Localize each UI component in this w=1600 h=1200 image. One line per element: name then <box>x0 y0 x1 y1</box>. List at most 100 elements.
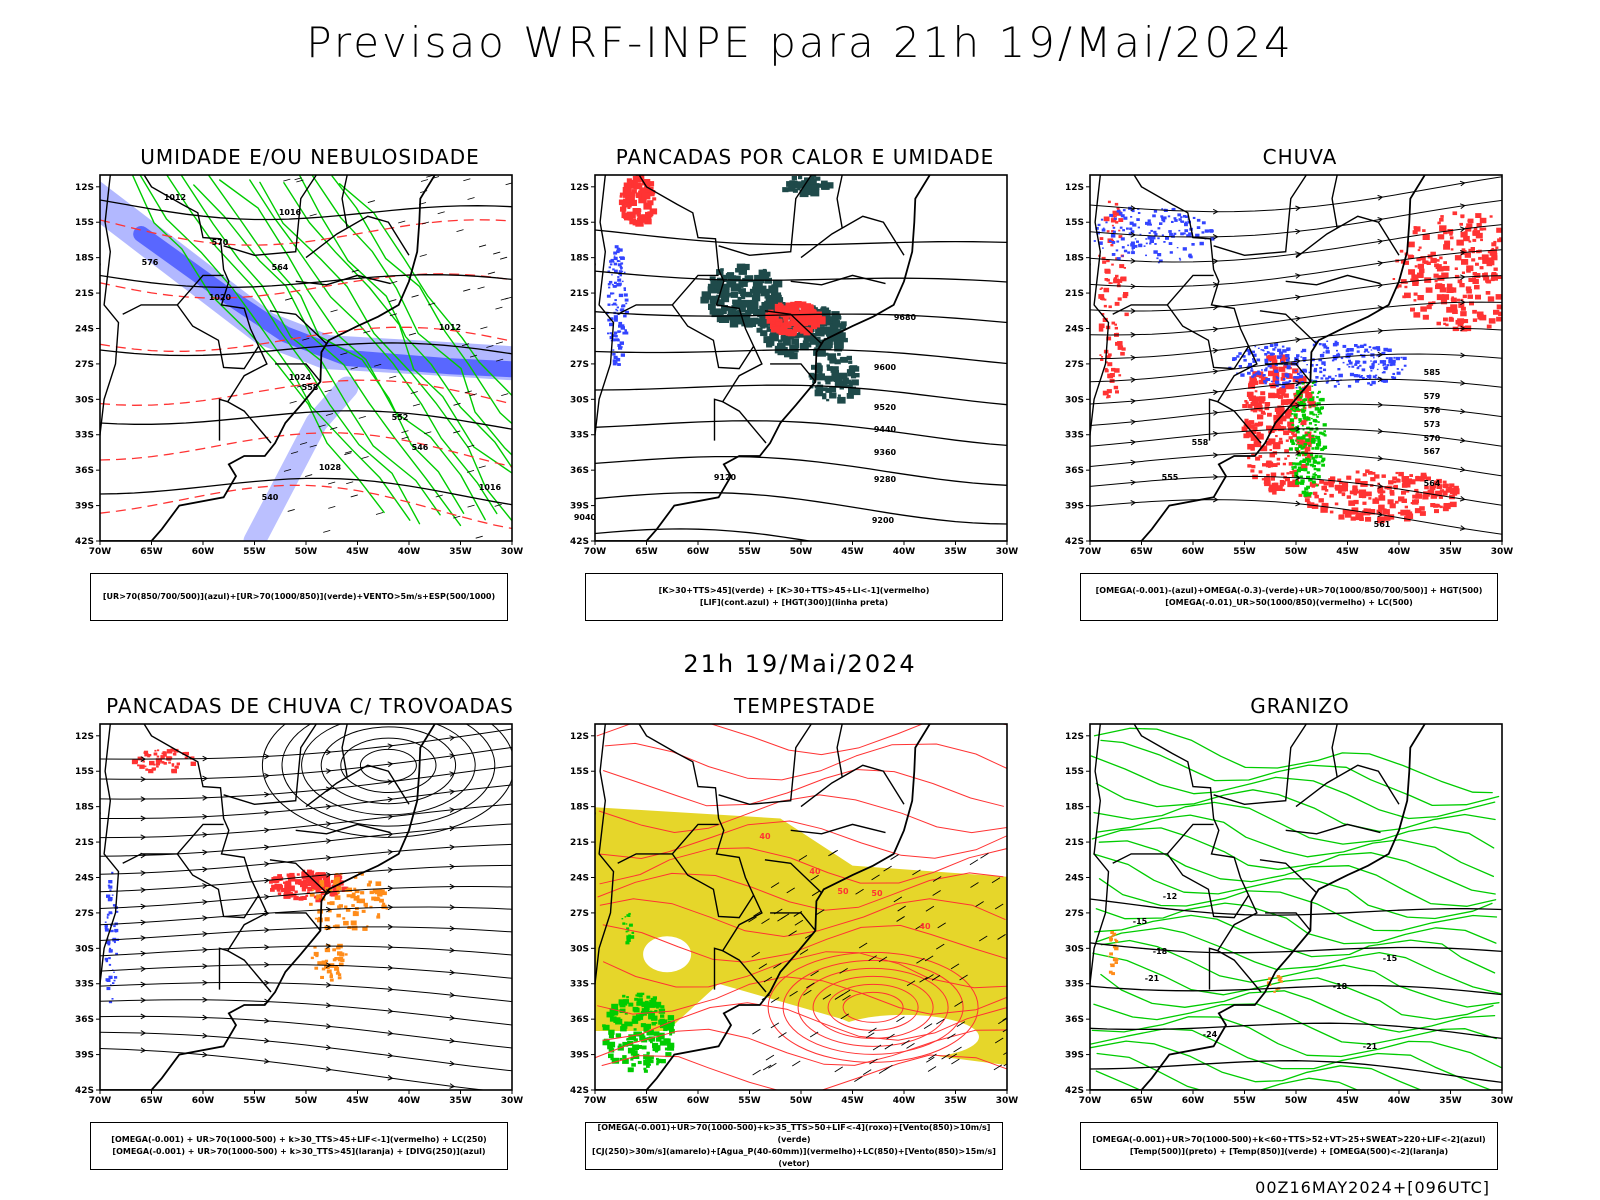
wind-vector <box>798 855 808 861</box>
streamline-arrow <box>387 743 394 749</box>
instability-red <box>641 192 651 200</box>
wind-850-green <box>608 1048 615 1053</box>
omega-green <box>1295 444 1298 446</box>
omega-blue <box>1199 241 1204 246</box>
rain-red <box>1299 376 1307 382</box>
omega-blue <box>1166 237 1168 239</box>
thunder-orange <box>353 876 358 879</box>
rain-red <box>1282 488 1286 492</box>
omega-blue <box>1184 221 1188 224</box>
rain-red <box>1397 511 1401 515</box>
wind-vector <box>390 280 398 284</box>
rain-red <box>1453 485 1459 491</box>
rain-red <box>1374 497 1378 500</box>
thunder-red <box>305 877 314 883</box>
omega-blue <box>1102 247 1104 249</box>
instability-green <box>795 182 803 189</box>
omega-blue <box>1252 358 1255 360</box>
streamline-arrow <box>1212 431 1219 437</box>
wind-vector <box>752 1069 761 1076</box>
legend-line: [OMEGA(-0.001)-(azul)+OMEGA(-0.3)-(verde… <box>1095 586 1483 595</box>
rain-red <box>1280 399 1289 405</box>
thunder-orange <box>333 880 340 885</box>
rain-red <box>1352 485 1356 488</box>
rain-red <box>1515 296 1519 299</box>
lif-blue <box>624 310 629 315</box>
streamline-arrow <box>264 753 270 760</box>
lif-blue <box>618 293 624 298</box>
omega-blue <box>1383 367 1388 371</box>
wind-vector <box>494 504 502 507</box>
omega-orange <box>1114 961 1118 964</box>
thunder-red <box>323 882 331 889</box>
thunder-orange <box>314 917 318 920</box>
thunder-red <box>285 894 290 898</box>
thunder-red <box>271 884 277 890</box>
lon-label: 35W <box>1439 547 1462 557</box>
omega-green <box>1316 443 1320 447</box>
instability-green <box>829 392 837 399</box>
rain-red <box>1412 230 1418 235</box>
lif-blue <box>619 324 623 327</box>
wind-vector <box>758 963 768 970</box>
omega-blue <box>1145 221 1149 225</box>
rain-red <box>1491 255 1498 261</box>
omega-blue <box>1358 360 1361 363</box>
omega-green <box>1312 473 1315 476</box>
contour-label: 9280 <box>874 475 897 484</box>
wind-850-green <box>628 915 631 917</box>
omega-blue <box>1334 342 1339 346</box>
omega-blue <box>1376 355 1378 357</box>
rain-red <box>1401 490 1406 495</box>
rain-red <box>1440 299 1448 305</box>
omega-blue <box>1146 222 1152 226</box>
omega-orange <box>1112 932 1117 936</box>
rain-red <box>1112 210 1119 216</box>
rain-red <box>1108 305 1112 309</box>
rain-red <box>1512 231 1516 234</box>
streamline-arrow <box>202 1032 209 1039</box>
instability-green <box>721 285 728 291</box>
streamline-arrow <box>202 849 209 856</box>
omega-blue <box>1337 383 1340 385</box>
lc-250-streamline <box>100 982 512 1003</box>
lif-blue <box>614 281 617 284</box>
streamline-arrow <box>1459 496 1466 502</box>
contour-label: 576 <box>142 258 159 267</box>
omega-blue <box>1136 240 1139 243</box>
streamline-arrow <box>264 827 270 834</box>
wind-vector <box>437 211 445 215</box>
omega-blue <box>1308 371 1311 374</box>
pressure-contour <box>100 199 512 221</box>
streamline-arrow <box>1130 419 1137 425</box>
wind-vector <box>475 535 483 539</box>
rain-red <box>1272 366 1279 372</box>
omega-orange <box>1107 955 1110 957</box>
rain-red <box>1117 208 1120 211</box>
rain-red <box>1416 257 1421 262</box>
omega-green <box>1316 396 1319 399</box>
omega-green <box>1291 405 1296 409</box>
omega-blue <box>1376 348 1381 352</box>
omega-blue <box>1281 360 1284 363</box>
rain-red <box>1260 445 1268 452</box>
streamline-arrow <box>1459 466 1466 473</box>
omega-blue <box>1180 216 1183 218</box>
rain-red <box>1378 495 1386 501</box>
rain-red <box>1363 508 1368 512</box>
streamline-arrow <box>449 904 456 911</box>
omega-blue <box>1403 364 1407 367</box>
omega-blue <box>1361 376 1365 380</box>
instability-red <box>803 329 811 336</box>
rain-red <box>1118 374 1122 377</box>
wind-vector <box>951 1058 960 1065</box>
rain-red <box>1287 455 1290 458</box>
omega-blue <box>1252 350 1255 353</box>
streamline-arrow <box>264 894 270 900</box>
wind-850-green <box>635 1031 642 1037</box>
thunder-red <box>308 887 311 890</box>
omega-orange <box>1279 980 1283 983</box>
wind-850-green <box>647 1002 655 1008</box>
